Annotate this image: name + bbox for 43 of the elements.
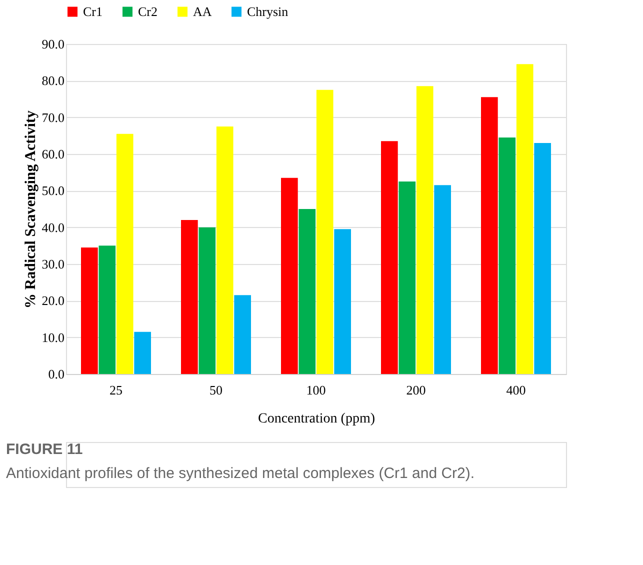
bar	[116, 134, 134, 374]
y-tick-label: 80.0	[42, 73, 64, 88]
y-tick-label: 10.0	[42, 330, 64, 345]
x-tick-label: 400	[506, 382, 526, 398]
x-tick-label: 50	[210, 382, 222, 398]
legend-label: Cr1	[83, 4, 102, 19]
bar	[434, 185, 451, 374]
bar	[481, 97, 498, 374]
y-tick-label: 60.0	[42, 146, 64, 162]
bar	[416, 86, 434, 374]
legend-label: AA	[193, 4, 212, 19]
bar	[516, 64, 534, 374]
bar	[181, 220, 198, 374]
y-tick-label: 50.0	[42, 183, 64, 198]
text: Antioxidant profiles of the synthesized metal complexes (Cr1 and Cr2).	[6, 465, 475, 482]
bar	[281, 178, 298, 374]
y-tick-label: 90.0	[42, 36, 64, 52]
bar	[298, 209, 316, 374]
bar	[316, 90, 334, 374]
bar	[498, 138, 516, 374]
y-tick-label: 70.0	[42, 110, 64, 125]
bar	[81, 248, 98, 374]
y-axis-title: % Radical Scavenging Activity	[22, 110, 39, 308]
bar	[134, 332, 151, 374]
y-tick-label: 20.0	[42, 293, 64, 308]
bar	[234, 295, 251, 374]
y-tick-label: 30.0	[42, 256, 64, 272]
legend-label: Chrysin	[247, 4, 289, 19]
y-tick-label: 40.0	[42, 220, 64, 235]
x-tick-label: 200	[406, 382, 426, 398]
bar	[216, 126, 234, 374]
x-tick-label: 25	[110, 382, 122, 398]
bar	[398, 182, 416, 374]
legend-label: Cr2	[138, 4, 158, 19]
bar	[381, 141, 398, 374]
bar	[198, 227, 216, 374]
bar	[98, 246, 116, 374]
x-axis-title: Concentration (ppm)	[258, 412, 376, 426]
y-tick-label: 0.0	[48, 366, 64, 382]
bar	[534, 143, 551, 374]
bar	[334, 229, 351, 374]
caption: FIGURE 11	[6, 441, 83, 458]
x-tick-label: 100	[306, 382, 326, 398]
